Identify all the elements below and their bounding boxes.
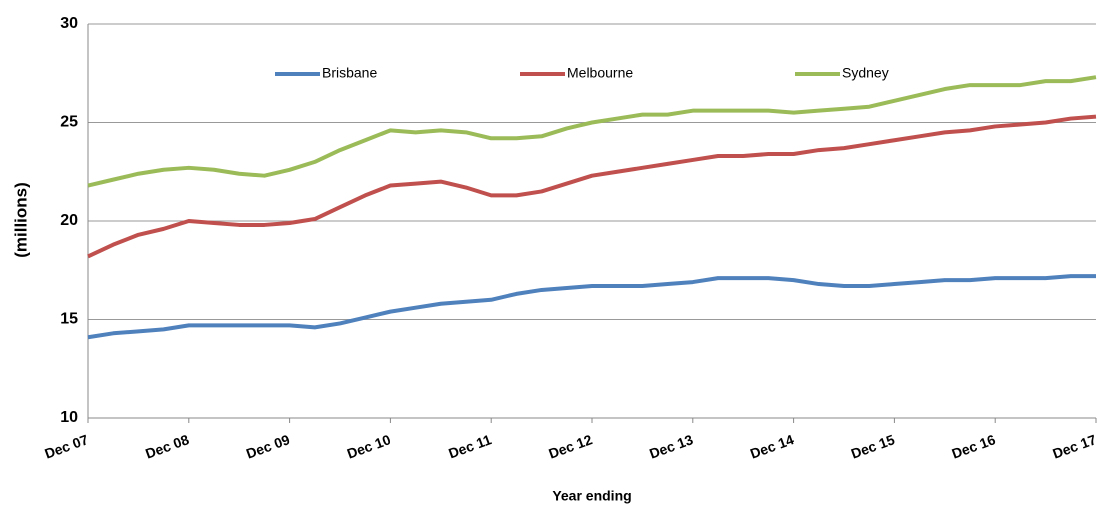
x-tick-label: Dec 14 [748,431,796,462]
series-line [87,274,1096,340]
x-tick-label: Dec 11 [446,431,493,461]
series-line [87,114,1097,259]
legend-label: Brisbane [322,65,377,81]
y-axis-label: (millions) [11,182,30,258]
y-tick-label: 10 [60,409,78,426]
series-line [87,75,1097,188]
y-tick-label: 15 [60,311,78,328]
legend-label: Melbourne [567,65,633,81]
x-tick-label: Dec 08 [143,431,191,462]
x-tick-label: Dec 15 [849,431,897,462]
x-tick-label: Dec 13 [647,431,695,462]
x-tick-label: Dec 16 [950,431,998,462]
y-tick-label: 25 [60,114,78,131]
legend-label: Sydney [842,65,889,81]
x-tick-label: Dec 07 [42,431,90,462]
y-tick-label: 20 [60,212,78,229]
x-tick-label: Dec 10 [345,431,393,462]
x-tick-label: Dec 17 [1050,431,1097,462]
x-axis-label: Year ending [552,488,631,504]
y-tick-label: 30 [60,15,78,32]
x-tick-label: Dec 12 [546,431,594,462]
x-tick-label: Dec 09 [244,431,292,462]
